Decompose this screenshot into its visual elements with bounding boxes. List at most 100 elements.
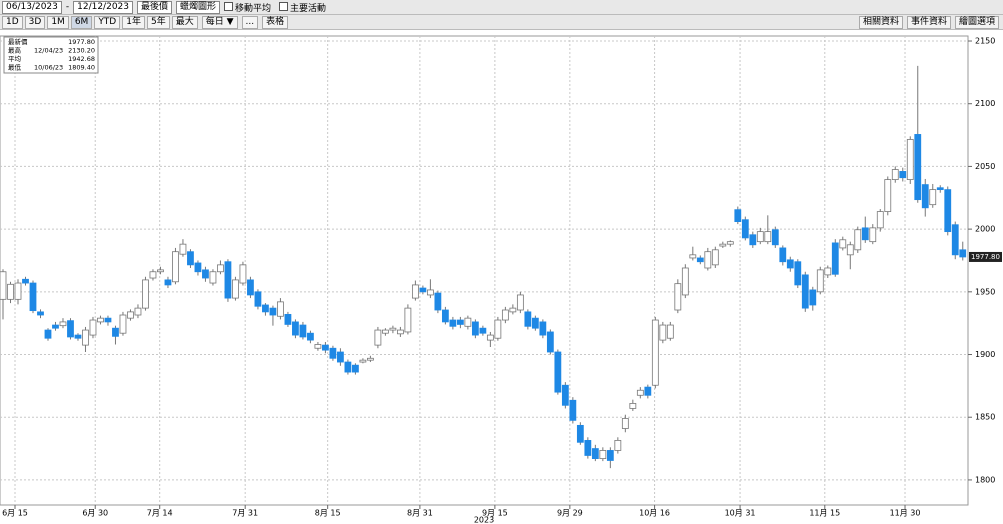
candle-body xyxy=(831,242,839,275)
candle-body xyxy=(516,294,524,311)
candle-body xyxy=(411,284,419,299)
candle-body xyxy=(861,227,869,241)
candle-body xyxy=(352,364,359,373)
y-tick-label: 2100 xyxy=(975,99,995,108)
candle-body xyxy=(254,291,262,307)
candle-body xyxy=(644,386,652,396)
candle-body xyxy=(546,331,554,353)
range-bar: 1D 3D 1M 6M YTD 1年 5年 最大 每日 ▼ ... 表格 相關資料 事件資料 繪圖… xyxy=(0,15,1003,30)
x-tick-label: 8月 15 xyxy=(315,509,341,518)
candle-body xyxy=(824,267,832,276)
candle-body xyxy=(337,351,344,363)
candle-body xyxy=(599,450,607,460)
candle-body xyxy=(97,317,104,323)
candle-body xyxy=(554,351,562,393)
candle-body xyxy=(329,347,337,359)
candle-body xyxy=(7,283,14,300)
candle-body xyxy=(764,231,772,243)
right-buttons: 相關資料 事件資料 繪圖選項 xyxy=(858,15,1003,29)
candle-body xyxy=(891,169,899,180)
x-tick-label: 9月 15 xyxy=(482,509,508,518)
y-tick-label: 1950 xyxy=(975,287,995,296)
candle-body xyxy=(59,321,67,327)
candle-body xyxy=(569,399,577,421)
candle-body xyxy=(247,279,254,296)
candle-body xyxy=(771,229,779,246)
candle-body xyxy=(666,324,674,339)
end-date[interactable]: 12/12/2023 xyxy=(73,0,133,14)
side-button[interactable]: 事件資料 xyxy=(906,15,951,29)
candle-body xyxy=(157,269,164,273)
option[interactable]: 移動平均 xyxy=(224,1,271,14)
candle-body xyxy=(404,307,412,333)
range-button[interactable]: 最大 xyxy=(171,15,198,29)
field-select[interactable]: 最後價 xyxy=(137,0,173,14)
range-button[interactable]: 5年 xyxy=(146,15,170,29)
candle-body xyxy=(839,239,847,249)
candle-body xyxy=(846,244,854,256)
candle-body xyxy=(741,219,749,239)
option-label: 移動平均 xyxy=(235,3,272,14)
legend-label: 最新價 xyxy=(8,37,28,46)
side-button[interactable]: 相關資料 xyxy=(858,15,903,29)
candle-body xyxy=(89,319,97,336)
candle-body xyxy=(756,231,764,243)
candle-body xyxy=(419,287,427,293)
candle-body xyxy=(494,319,502,339)
option[interactable]: 主要活動 xyxy=(279,1,326,14)
candle-body xyxy=(884,179,892,212)
toolbar: 06/13/2023 - 12/12/2023 最後價 蠟燭圖形 移動平均 主要活… xyxy=(0,0,1003,15)
side-button[interactable]: 繪圖選項 xyxy=(954,15,999,29)
x-tick-label: 6月 15 xyxy=(2,509,28,518)
candle-body xyxy=(382,329,389,334)
legend-box xyxy=(3,36,99,74)
candle-body xyxy=(876,211,884,229)
legend-value: 2130.20 xyxy=(68,47,95,55)
candle-body xyxy=(704,251,712,269)
candle-body xyxy=(322,344,329,351)
candle-body xyxy=(486,334,494,341)
range-button[interactable]: 1D xyxy=(2,15,23,29)
legend-value: 1942.68 xyxy=(68,55,95,63)
style-select[interactable]: 蠟燭圖形 xyxy=(176,0,221,14)
candle-body xyxy=(52,324,59,329)
candle-body xyxy=(726,241,734,245)
candle-body xyxy=(944,189,952,233)
candle-body xyxy=(651,319,659,386)
legend-label: 最高 xyxy=(8,46,22,55)
more[interactable]: ... xyxy=(241,15,259,29)
candle-body xyxy=(854,229,862,251)
range-button[interactable]: 1M xyxy=(47,15,69,29)
range-button[interactable]: 3D xyxy=(24,15,46,29)
start-date[interactable]: 06/13/2023 xyxy=(2,0,62,14)
range-button[interactable]: 6M xyxy=(70,15,93,29)
range-button[interactable]: YTD xyxy=(94,15,121,29)
candle-body xyxy=(359,359,367,363)
last-price-label: 1977.80 xyxy=(971,253,1000,261)
candle-body xyxy=(794,261,802,286)
x-tick-label: 7月 31 xyxy=(232,509,258,518)
y-tick-label: 1900 xyxy=(975,350,995,359)
candle-body xyxy=(119,314,127,334)
candle-body xyxy=(501,309,509,321)
range-button[interactable]: 1年 xyxy=(122,15,145,29)
candle-body xyxy=(134,307,142,316)
table-button[interactable]: 表格 xyxy=(262,15,289,29)
candle-body xyxy=(44,329,52,339)
candle-body xyxy=(809,289,817,306)
period[interactable]: 每日 ▼ xyxy=(201,15,238,29)
legend-value: 1977.80 xyxy=(68,38,95,46)
candle-body xyxy=(74,334,82,339)
candle-body xyxy=(539,321,547,336)
legend-label: 平均 xyxy=(8,54,22,63)
checkbox[interactable] xyxy=(279,1,289,11)
candle-body xyxy=(696,257,704,263)
candle-body xyxy=(82,329,89,346)
last-price-tag xyxy=(969,251,1002,262)
candle-body xyxy=(434,292,442,311)
candle-body xyxy=(471,321,479,336)
candle-body xyxy=(816,269,824,293)
checkbox[interactable] xyxy=(224,1,234,11)
candle-body xyxy=(681,267,689,296)
x-year-label: 2023 xyxy=(474,516,494,524)
